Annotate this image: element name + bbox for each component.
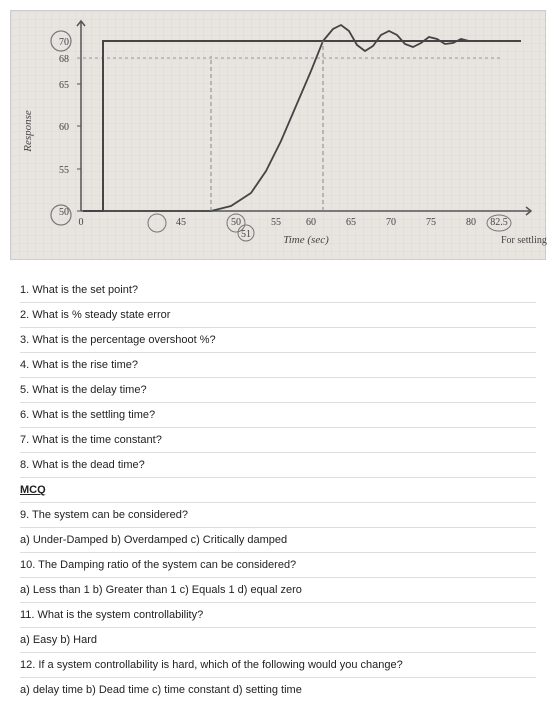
q12-options: a) delay time b) Dead time c) time const… xyxy=(20,678,536,702)
q8: 8. What is the dead time? xyxy=(20,453,536,478)
ytick-60: 60 xyxy=(59,122,69,133)
q10: 10. The Damping ratio of the system can … xyxy=(20,553,536,578)
svg-text:51: 51 xyxy=(241,229,251,240)
q7: 7. What is the time constant? xyxy=(20,428,536,453)
graph-svg: 50 55 60 65 68 70 0 45 50 xyxy=(11,11,547,261)
q9-options: a) Under-Damped b) Overdamped c) Critica… xyxy=(20,528,536,553)
xtick-0: 0 xyxy=(79,217,84,228)
xtick-45: 45 xyxy=(176,217,186,228)
x-axis-label: Time (sec) xyxy=(283,234,329,246)
ytick-55: 55 xyxy=(59,165,69,176)
q6: 6. What is the settling time? xyxy=(20,403,536,428)
q11q: 11. What is the system controllability? xyxy=(20,603,536,628)
xtick-55: 55 xyxy=(271,217,281,228)
q2: 2. What is % steady state error xyxy=(20,303,536,328)
xtick-75: 75 xyxy=(426,217,436,228)
ytick-70: 70 xyxy=(59,37,69,48)
ytick-65: 65 xyxy=(59,80,69,91)
xtick-65: 65 xyxy=(346,217,356,228)
ytick-50: 50 xyxy=(59,207,69,218)
xtick-70: 70 xyxy=(386,217,396,228)
ytick-68: 68 xyxy=(59,54,69,65)
q11-options: a) Easy b) Hard xyxy=(20,628,536,653)
response-graph: 50 55 60 65 68 70 0 45 50 xyxy=(10,10,546,260)
q9: 9. The system can be considered? xyxy=(20,503,536,528)
xtick-825: 82.5 xyxy=(490,217,508,228)
q12: 12. If a system controllability is hard,… xyxy=(20,653,536,678)
q4: 4. What is the rise time? xyxy=(20,353,536,378)
xtick-60: 60 xyxy=(306,217,316,228)
xtick-50: 50 xyxy=(231,217,241,228)
q1: 1. What is the set point? xyxy=(20,278,536,303)
y-axis-label: Response xyxy=(22,110,34,153)
q3: 3. What is the percentage overshoot %? xyxy=(20,328,536,353)
q11: a) Less than 1 b) Greater than 1 c) Equa… xyxy=(20,578,536,603)
mcq-head: MCQ xyxy=(20,478,536,503)
settling-note: For settling xyxy=(501,235,547,246)
xtick-80: 80 xyxy=(466,217,476,228)
questions-list: 1. What is the set point? 2. What is % s… xyxy=(0,270,556,710)
q5: 5. What is the delay time? xyxy=(20,378,536,403)
